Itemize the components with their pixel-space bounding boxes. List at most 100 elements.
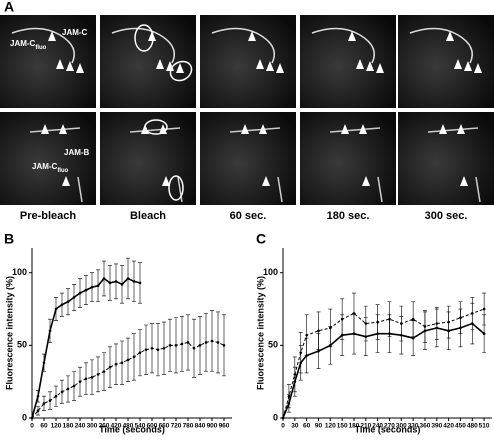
data-point [48,329,52,333]
arrowhead [348,31,356,41]
data-point [198,344,202,347]
data-point [138,351,142,354]
data-point [482,307,486,311]
column-label: 60 sec. [230,210,267,222]
x-tick-label: 360 [99,423,110,430]
arrowhead [66,61,74,71]
x-tick-label: 780 [183,423,194,430]
arrowhead [56,59,64,69]
data-point [114,280,118,283]
data-point [482,332,486,336]
x-tick-label: 450 [455,423,466,430]
x-tick-label: 180 [349,423,360,430]
data-point [60,390,64,394]
data-point [36,394,40,398]
bleach-roi [168,175,184,201]
data-point [84,377,88,381]
data-point [317,349,320,353]
arrowhead [248,31,256,41]
data-point [293,373,297,376]
arrowhead [366,61,374,71]
data-point [459,316,462,320]
data-point [216,341,220,344]
data-point [90,376,94,379]
data-point [162,346,166,350]
data-point [168,344,172,347]
data-point [42,361,46,365]
membrane [329,127,383,203]
membrane [129,127,183,203]
cell-label: JAM-Cfluo [10,39,47,50]
data-point [204,341,208,344]
data-point [96,284,100,288]
x-tick-label: 660 [159,423,170,430]
data-point [42,402,46,405]
label-sub: fluo [57,168,68,174]
data-point [435,322,439,325]
x-tick-label: 120 [325,423,336,430]
data-point [388,317,391,321]
x-tick-label: 300 [396,423,407,430]
data-point [156,348,160,352]
data-point [102,370,106,373]
series-line [282,308,485,419]
micrograph [398,112,494,205]
bleach-roi [144,119,168,135]
y-tick-label: 50 [17,340,27,350]
x-tick-label: 390 [431,423,442,430]
data-point [48,399,52,402]
y-tick-label: 0 [22,412,27,422]
data-point [329,326,332,330]
data-point [299,351,303,354]
x-tick-label: 60 [40,423,48,430]
arrowhead [439,124,447,134]
data-point [114,362,118,366]
y-axis-title: Fluorescence intensity (%) [255,276,265,390]
membrane [409,27,473,64]
arrowhead [457,124,465,134]
data-point [72,296,76,299]
membrane [29,127,83,203]
x-tick-label: 150 [337,423,348,430]
image-grid [0,15,494,205]
arrowhead [62,176,70,186]
arrowhead [41,124,49,134]
bleach-roi [169,60,193,82]
membrane [229,127,283,203]
x-tick-label: 480 [123,423,134,430]
x-tick-label: 720 [171,423,182,430]
x-tick-label: 600 [147,423,158,430]
x-tick-label: 840 [195,423,206,430]
micrograph [100,112,196,205]
arrowhead [241,124,249,134]
data-point [102,277,106,280]
data-point [72,384,76,388]
data-point [90,285,94,289]
data-point [144,348,148,352]
arrowhead [162,176,170,186]
arrowhead [262,176,270,186]
x-tick-label: 90 [315,423,323,430]
arrowhead [376,63,384,73]
x-axis-title: Time (seconds) [355,424,421,434]
data-point [352,312,356,315]
x-tick-label: 360 [420,423,431,430]
arrowhead [156,59,164,69]
x-tick-label: 30 [291,423,299,430]
column-label: 180 sec. [327,210,370,222]
x-tick-label: 120 [51,423,62,430]
arrowhead [454,59,462,69]
cell-label: JAM-B [64,148,90,157]
membrane [111,27,175,64]
x-tick-label: 420 [111,423,122,430]
micrograph [300,15,396,108]
arrowhead [359,124,367,134]
label-main: JAM-C [32,162,58,171]
data-point [84,288,88,292]
data-point [36,409,40,413]
y-tick-label: 100 [12,267,27,277]
data-point [30,416,34,420]
data-point [66,387,70,391]
data-point [400,322,403,325]
x-axis-title: Time (seconds) [99,424,165,434]
